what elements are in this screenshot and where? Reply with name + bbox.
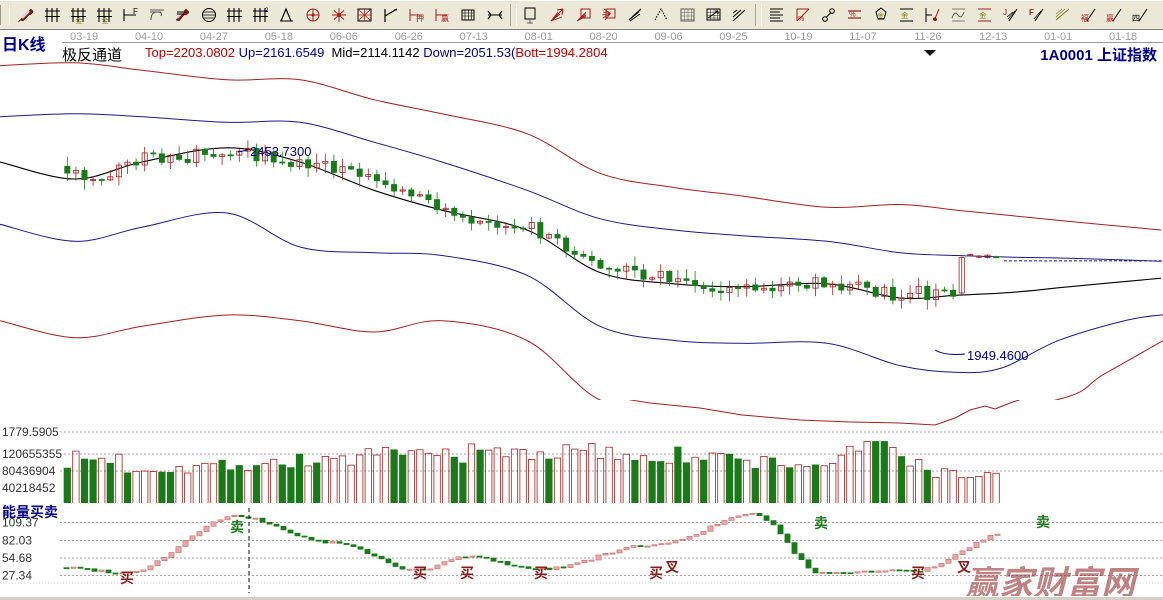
svg-text:F: F xyxy=(1029,8,1034,17)
svg-text:54.68: 54.68 xyxy=(2,551,32,565)
svg-text:买: 买 xyxy=(534,565,548,581)
svg-text:赢: 赢 xyxy=(441,13,449,23)
svg-text:金: 金 xyxy=(877,11,884,20)
svg-text:1949.4600: 1949.4600 xyxy=(967,348,1028,363)
svg-text:80436904: 80436904 xyxy=(2,464,56,478)
svg-text:买: 买 xyxy=(120,570,134,586)
svg-text:2: 2 xyxy=(265,8,269,14)
svg-text:卖: 卖 xyxy=(1036,514,1050,530)
svg-text:赢: 赢 xyxy=(1106,13,1114,23)
svg-text:27.34: 27.34 xyxy=(2,569,32,583)
svg-text:金: 金 xyxy=(102,16,109,24)
svg-text:'': '' xyxy=(394,8,398,17)
svg-text:买: 买 xyxy=(911,565,925,581)
svg-text:叉: 叉 xyxy=(665,559,679,575)
svg-text:%: % xyxy=(798,16,804,23)
svg-text:买: 买 xyxy=(460,565,474,581)
svg-text:金: 金 xyxy=(901,10,909,20)
svg-text:卖: 卖 xyxy=(814,515,828,531)
svg-text:四: 四 xyxy=(1132,14,1140,23)
svg-text:金: 金 xyxy=(76,16,83,24)
svg-text:卖: 卖 xyxy=(230,519,244,535)
svg-text:1779.5905: 1779.5905 xyxy=(2,425,59,439)
svg-text:褔: 褔 xyxy=(1081,13,1089,23)
svg-text:82.03: 82.03 xyxy=(2,534,32,548)
svg-text:赢家财富网: 赢家财富网 xyxy=(965,565,1140,596)
svg-text:40218452: 40218452 xyxy=(2,481,56,495)
svg-text:F: F xyxy=(133,7,138,16)
svg-text:2453.7300: 2453.7300 xyxy=(250,144,311,159)
svg-text:押: 押 xyxy=(416,13,424,23)
svg-text:买: 买 xyxy=(649,565,663,581)
svg-text:金: 金 xyxy=(979,10,987,20)
svg-text:120655355: 120655355 xyxy=(2,447,62,461)
svg-text:%: % xyxy=(849,10,856,19)
svg-text:买: 买 xyxy=(413,565,427,581)
svg-text:J: J xyxy=(1003,8,1007,17)
svg-text:109.37: 109.37 xyxy=(2,516,39,530)
